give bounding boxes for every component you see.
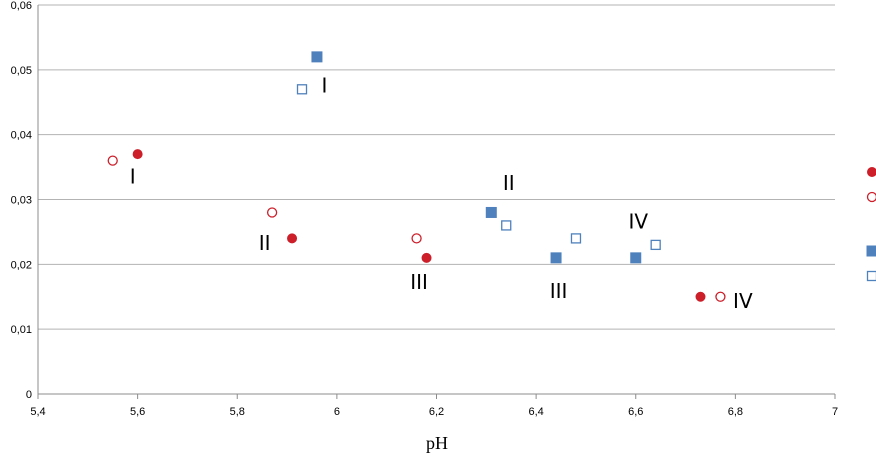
group-label: IV (733, 289, 753, 313)
data-point (485, 206, 497, 218)
data-point (411, 233, 422, 244)
x-tick-label: 5,4 (30, 406, 45, 418)
group-label: III (550, 279, 568, 303)
y-tick-label: 0,01 (11, 324, 32, 336)
legend-marker (866, 270, 876, 282)
data-point (715, 291, 726, 302)
data-point (107, 155, 118, 166)
y-tick-label: 0,03 (11, 195, 32, 207)
data-point (501, 220, 512, 231)
x-tick-label: 6,4 (528, 406, 543, 418)
legend-marker (866, 191, 876, 203)
x-tick-label: 6,8 (728, 406, 743, 418)
legend-marker (866, 245, 876, 257)
x-tick-label: 6,2 (429, 406, 444, 418)
x-tick-label: 6,6 (628, 406, 643, 418)
y-tick-label: 0,06 (11, 0, 32, 12)
legend (866, 167, 876, 282)
x-tick-label: 5,6 (130, 406, 145, 418)
y-tick-labels: 0 0,01 0,02 0,03 0,04 0,05 0,06 (11, 0, 32, 401)
y-tick-label: 0,04 (11, 130, 32, 142)
y-tick-label: 0,05 (11, 65, 32, 77)
data-point (695, 291, 706, 302)
x-tick-label: 6 (334, 406, 340, 418)
y-tick-label: 0,02 (11, 259, 32, 271)
group-label: IV (628, 210, 648, 234)
group-label: I (130, 164, 136, 188)
data-points (107, 51, 726, 302)
group-label: II (503, 171, 515, 195)
data-point (266, 207, 278, 218)
x-axis-label: pH (426, 433, 448, 453)
data-point (421, 252, 432, 263)
group-label: II (259, 231, 271, 255)
data-point (296, 84, 308, 95)
axes (37, 5, 836, 399)
data-point (650, 239, 661, 251)
y-tick-label: 0 (26, 389, 32, 401)
legend-marker (867, 167, 876, 177)
x-tick-labels: 5,4 5,6 5,8 6 6,2 6,4 6,6 6,8 7 (30, 406, 838, 418)
x-tick-label: 7 (832, 406, 838, 418)
data-point (570, 233, 582, 244)
data-point (630, 252, 642, 264)
group-label: I (321, 74, 327, 98)
data-point (550, 252, 562, 264)
data-point (132, 149, 143, 160)
gridlines (38, 4, 835, 330)
x-tick-label: 5,8 (230, 406, 245, 418)
group-label: III (410, 270, 428, 294)
data-point (311, 51, 323, 63)
data-point (287, 233, 298, 244)
